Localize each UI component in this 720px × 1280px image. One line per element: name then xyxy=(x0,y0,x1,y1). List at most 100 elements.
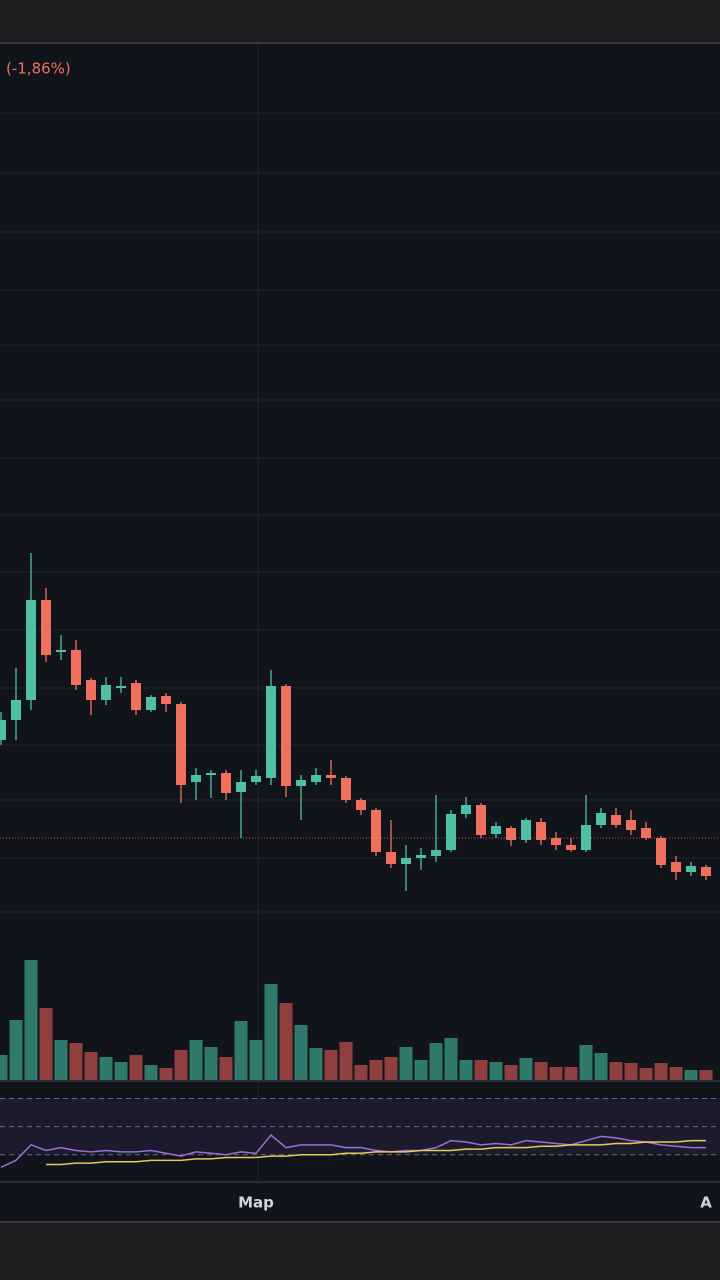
candle-body xyxy=(86,680,96,700)
volume-bar xyxy=(474,1060,488,1080)
candle-body xyxy=(521,820,531,840)
candle-body xyxy=(626,820,636,830)
volume-bar xyxy=(699,1070,713,1080)
candle-body xyxy=(191,775,201,782)
candle-body xyxy=(461,805,471,814)
volume-bar xyxy=(414,1060,428,1080)
candle-body xyxy=(551,838,561,845)
candle-body xyxy=(476,805,486,835)
candle-body xyxy=(206,773,216,775)
candle-body xyxy=(596,813,606,825)
volume-bar xyxy=(549,1067,563,1080)
volume-bar xyxy=(504,1065,518,1080)
candle-body xyxy=(581,825,591,850)
volume-bar xyxy=(24,960,38,1080)
candle-body xyxy=(566,845,576,850)
volume-bar xyxy=(399,1047,413,1080)
volume-bar xyxy=(39,1008,53,1080)
volume-bar xyxy=(204,1047,218,1080)
volume-bar xyxy=(144,1065,158,1080)
volume-bar xyxy=(279,1003,293,1080)
volume-bar xyxy=(234,1021,248,1080)
volume-bar xyxy=(294,1025,308,1080)
volume-bar xyxy=(489,1062,503,1080)
candle-body xyxy=(56,650,66,652)
candle-body xyxy=(311,775,321,782)
volume-bar xyxy=(369,1060,383,1080)
candle-body xyxy=(401,858,411,864)
candle-body xyxy=(236,782,246,792)
candle-body xyxy=(341,778,351,800)
candle-body xyxy=(446,814,456,850)
volume-bar xyxy=(339,1042,353,1080)
candle-body xyxy=(611,815,621,825)
volume-bar xyxy=(564,1067,578,1080)
candle-body xyxy=(371,810,381,852)
candle-body xyxy=(431,850,441,856)
candle-body xyxy=(506,828,516,840)
volume-bar xyxy=(174,1050,188,1080)
volume-bar xyxy=(99,1057,113,1080)
candle-body xyxy=(176,704,186,785)
x-tick-label: Мар xyxy=(238,1194,274,1212)
volume-bar xyxy=(159,1068,173,1080)
candle-body xyxy=(266,686,276,778)
candle-body xyxy=(101,685,111,700)
volume-bar xyxy=(669,1067,683,1080)
volume-bar xyxy=(0,1055,8,1080)
volume-bar xyxy=(459,1060,473,1080)
volume-bar xyxy=(654,1063,668,1080)
volume-bar xyxy=(684,1070,698,1080)
candle-body xyxy=(296,780,306,786)
chart-area xyxy=(0,42,720,1222)
volume-bar xyxy=(219,1057,233,1080)
volume-bar xyxy=(594,1053,608,1080)
volume-bar xyxy=(639,1068,653,1080)
rsi-line xyxy=(0,1133,706,1169)
candle-body xyxy=(386,852,396,864)
volume-bar xyxy=(534,1062,548,1080)
bottom-bar xyxy=(0,1222,720,1280)
volume-bar xyxy=(444,1038,458,1080)
volume-bar xyxy=(69,1043,83,1080)
volume-bar xyxy=(324,1050,338,1080)
volume-bar xyxy=(54,1040,68,1080)
change-label: (-1,86%) xyxy=(6,60,71,78)
volume-bar xyxy=(519,1058,533,1080)
candle-body xyxy=(41,600,51,655)
candle-body xyxy=(221,773,231,793)
candle-body xyxy=(281,686,291,786)
x-tick-label: А xyxy=(700,1194,712,1212)
candle-body xyxy=(71,650,81,685)
candle-body xyxy=(251,776,261,782)
candle-body xyxy=(641,828,651,838)
volume-bar xyxy=(384,1057,398,1080)
volume-bar xyxy=(9,1020,23,1080)
top-bar xyxy=(0,0,720,42)
volume-bar xyxy=(309,1048,323,1080)
candle-body xyxy=(536,822,546,840)
volume-bar xyxy=(84,1052,98,1080)
candle-body xyxy=(131,683,141,710)
candle-body xyxy=(671,862,681,872)
candle-body xyxy=(116,686,126,688)
volume-bar xyxy=(624,1063,638,1080)
candle-body xyxy=(701,867,711,876)
candle-body xyxy=(491,826,501,834)
volume-bar xyxy=(579,1045,593,1080)
volume-bar xyxy=(249,1040,263,1080)
candle-body xyxy=(416,855,426,858)
volume-bar xyxy=(129,1055,143,1080)
volume-bar xyxy=(114,1062,128,1080)
volume-bar xyxy=(189,1040,203,1080)
candle-body xyxy=(161,696,171,704)
candle-body xyxy=(146,697,156,710)
volume-bar xyxy=(609,1062,623,1080)
candle-body xyxy=(656,838,666,865)
volume-bar xyxy=(264,984,278,1080)
candle-body xyxy=(0,720,6,740)
candle-body xyxy=(11,700,21,720)
candle-body xyxy=(26,600,36,700)
